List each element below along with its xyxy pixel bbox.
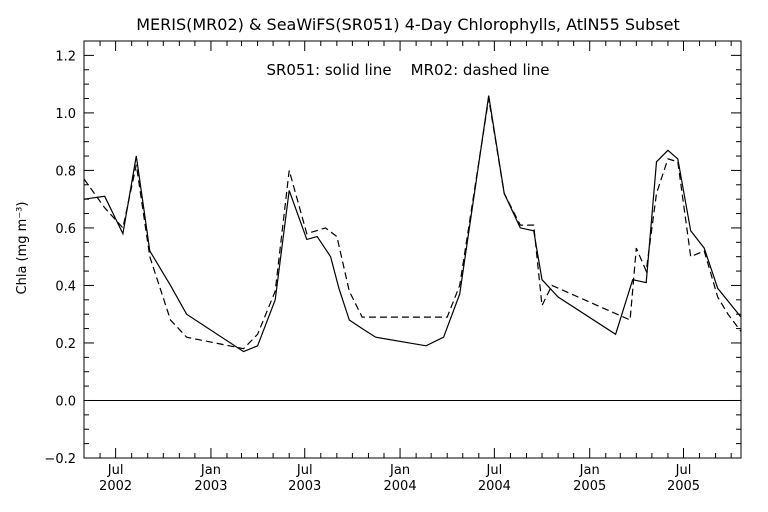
y-tick-label: 1.0 [55, 107, 76, 122]
x-tick-year-label: 2002 [99, 479, 132, 494]
x-tick-year-label: 2004 [384, 479, 417, 494]
x-tick-month-label: Jul [296, 463, 313, 478]
y-tick-label: 0.2 [55, 337, 76, 352]
x-tick-year-label: 2005 [667, 479, 700, 494]
y-tick-label: 0.6 [55, 222, 76, 237]
series-group [83, 95, 742, 353]
x-tick-year-label: 2005 [573, 479, 606, 494]
x-tick-month-label: Jan [200, 463, 221, 478]
chart-title: MERIS(MR02) & SeaWiFS(SR051) 4-Day Chlor… [136, 15, 680, 34]
series-line-sr051 [83, 95, 742, 353]
x-tick-month-label: Jan [579, 463, 600, 478]
y-tick-label: −0.2 [44, 452, 76, 467]
x-tick-year-label: 2003 [194, 479, 227, 494]
y-tick-label: 1.2 [55, 49, 76, 64]
series-style-annotation: SR051: solid line MR02: dashed line [266, 61, 549, 79]
x-tick-month-label: Jul [675, 463, 692, 478]
y-tick-label: 0.0 [55, 394, 76, 409]
x-tick-month-label: Jan [389, 463, 410, 478]
y-axis: −0.2 0.0 0.2 0.4 0.6 0.8 1.0 1.2 [44, 49, 741, 467]
x-tick-month-label: Jul [486, 463, 503, 478]
x-tick-year-label: 2003 [288, 479, 321, 494]
x-tick-year-label: 2004 [478, 479, 511, 494]
series-line-mr02 [83, 98, 742, 350]
x-tick-month-label: Jul [107, 463, 124, 478]
x-axis: Jul2002Jan2003Jul2003Jan2004Jul2004Jan20… [99, 41, 732, 494]
y-axis-label: Chla (mg m⁻³) [15, 202, 30, 295]
y-tick-label: 0.4 [55, 279, 76, 294]
plot-frame [83, 40, 742, 459]
y-tick-label: 0.8 [55, 164, 76, 179]
